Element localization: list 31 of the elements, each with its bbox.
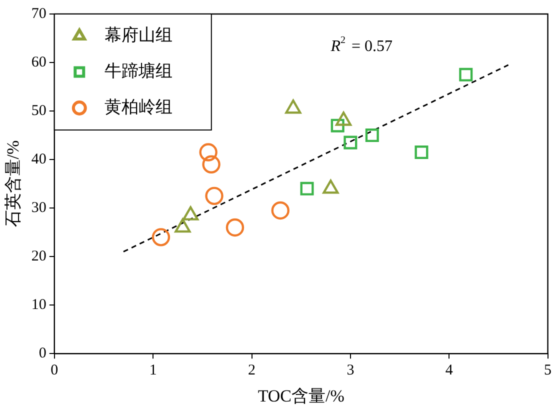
x-axis-title: TOC含量/% (258, 386, 344, 406)
x-tick-label: 1 (149, 362, 157, 379)
point (330, 118, 344, 132)
point (300, 182, 314, 196)
y-tick-label: 50 (31, 102, 46, 119)
y-tick-label: 60 (31, 54, 46, 70)
point (199, 143, 218, 162)
x-tick-label: 3 (346, 362, 354, 379)
y-tick-label: 20 (31, 248, 46, 265)
x-tick-label: 0 (50, 362, 58, 379)
legend-label: 幕府山组 (104, 25, 172, 46)
point (414, 146, 428, 160)
point (226, 218, 244, 237)
y-tick-label: 30 (31, 200, 46, 216)
point (271, 201, 290, 220)
point (202, 155, 220, 174)
point (344, 136, 358, 150)
point (205, 186, 224, 206)
x-tick-label: 2 (248, 362, 256, 379)
x-tick-label: 4 (445, 362, 454, 379)
point (365, 128, 379, 142)
legend-label: 牛蹄塘组 (104, 61, 172, 82)
point (152, 228, 170, 246)
y-tick-label: 40 (31, 151, 46, 168)
y-axis-title: 石英含量/% (4, 140, 23, 228)
x-tick-label: 5 (544, 362, 552, 379)
point (459, 68, 473, 82)
legend-label: 黄柏岭组 (104, 97, 172, 118)
y-tick-label: 0 (38, 346, 46, 362)
y-tick-label: 70 (31, 6, 46, 22)
y-tick-label: 10 (31, 297, 46, 314)
